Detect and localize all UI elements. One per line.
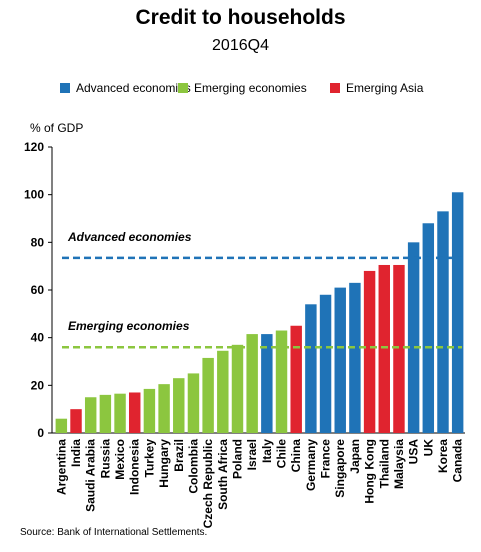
bar <box>319 294 332 433</box>
x-tick-label: Turkey <box>142 439 156 478</box>
x-tick-label: Poland <box>230 439 244 479</box>
x-tick-label: Indonesia <box>128 439 142 495</box>
x-tick-label: Argentina <box>54 439 68 495</box>
x-tick-label: Thailand <box>377 439 391 488</box>
legend-swatch-emerging-asia <box>330 83 340 93</box>
bar <box>202 357 214 433</box>
bar <box>70 409 82 433</box>
x-tick-label: Korea <box>436 439 450 473</box>
y-axis-title: % of GDP <box>30 121 84 135</box>
bar <box>305 304 317 433</box>
bar <box>261 334 273 433</box>
source-note: Source: Bank of International Settlement… <box>20 527 208 538</box>
bar <box>84 397 97 433</box>
legend-item-emerging: Emerging economies <box>178 81 307 95</box>
y-tick-label: 120 <box>24 140 44 154</box>
bar <box>334 287 346 433</box>
x-tick-label: Russia <box>98 439 112 479</box>
x-tick-label: USA <box>407 439 421 465</box>
bar <box>55 418 68 433</box>
legend: Advanced economies Emerging economies Em… <box>0 81 481 101</box>
x-tick-label: Hong Kong <box>363 439 377 504</box>
bar <box>246 334 258 433</box>
y-tick-label: 20 <box>31 378 45 392</box>
x-tick-label: Japan <box>348 439 362 474</box>
bar <box>99 394 112 433</box>
legend-label-emerging-asia: Emerging Asia <box>346 81 424 95</box>
legend-swatch-advanced <box>60 83 70 93</box>
bar <box>173 378 185 433</box>
bar <box>187 373 200 433</box>
x-tick-label: Italy <box>260 439 274 463</box>
x-tick-label: South Africa <box>216 439 230 510</box>
bar <box>217 350 229 433</box>
x-tick-label: India <box>69 439 83 467</box>
legend-label-advanced: Advanced economies <box>76 81 191 95</box>
bar <box>378 264 390 433</box>
bar <box>437 211 449 433</box>
bar <box>349 282 361 433</box>
x-tick-label: Germany <box>304 439 318 491</box>
legend-swatch-emerging <box>178 83 188 93</box>
bar <box>158 384 170 433</box>
x-tick-label: France <box>319 439 333 479</box>
x-tick-label: Saudi Arabia <box>84 439 98 512</box>
y-tick-label: 100 <box>24 188 44 202</box>
chart-title: Credit to households <box>135 6 346 29</box>
y-tick-label: 80 <box>31 235 45 249</box>
x-tick-label: Chile <box>275 439 289 469</box>
legend-item-advanced: Advanced economies <box>60 81 191 95</box>
reference-label-advanced: Advanced economies <box>67 230 192 244</box>
x-tick-label: Mexico <box>113 439 127 480</box>
reference-label-emerging: Emerging economies <box>68 319 190 333</box>
bar <box>290 325 302 433</box>
bar <box>393 264 405 433</box>
x-tick-label: Hungary <box>157 439 171 488</box>
x-tick-label: Colombia <box>186 439 200 494</box>
legend-item-emerging-asia: Emerging Asia <box>330 81 423 95</box>
x-tick-label: Canada <box>451 439 465 483</box>
legend-label-emerging: Emerging economies <box>194 81 307 95</box>
x-tick-label: China <box>289 439 303 473</box>
bar <box>129 392 141 433</box>
bar <box>143 388 156 433</box>
x-tick-label: Brazil <box>172 439 186 472</box>
bar <box>407 242 420 433</box>
bar <box>422 223 435 433</box>
chart-subtitle: 2016Q4 <box>212 37 269 54</box>
y-tick-label: 40 <box>31 331 45 345</box>
y-tick-label: 60 <box>31 283 45 297</box>
bar <box>275 330 288 433</box>
x-tick-label: Israel <box>245 439 259 470</box>
x-tick-label: Singapore <box>333 439 347 498</box>
x-tick-label: UK <box>421 439 435 457</box>
y-tick-label: 0 <box>37 426 44 440</box>
bar <box>231 344 244 433</box>
x-tick-label: Czech Republic <box>201 439 215 529</box>
bar <box>363 270 376 433</box>
bar <box>114 393 126 433</box>
bar <box>451 192 464 433</box>
x-tick-label: Malaysia <box>392 439 406 489</box>
